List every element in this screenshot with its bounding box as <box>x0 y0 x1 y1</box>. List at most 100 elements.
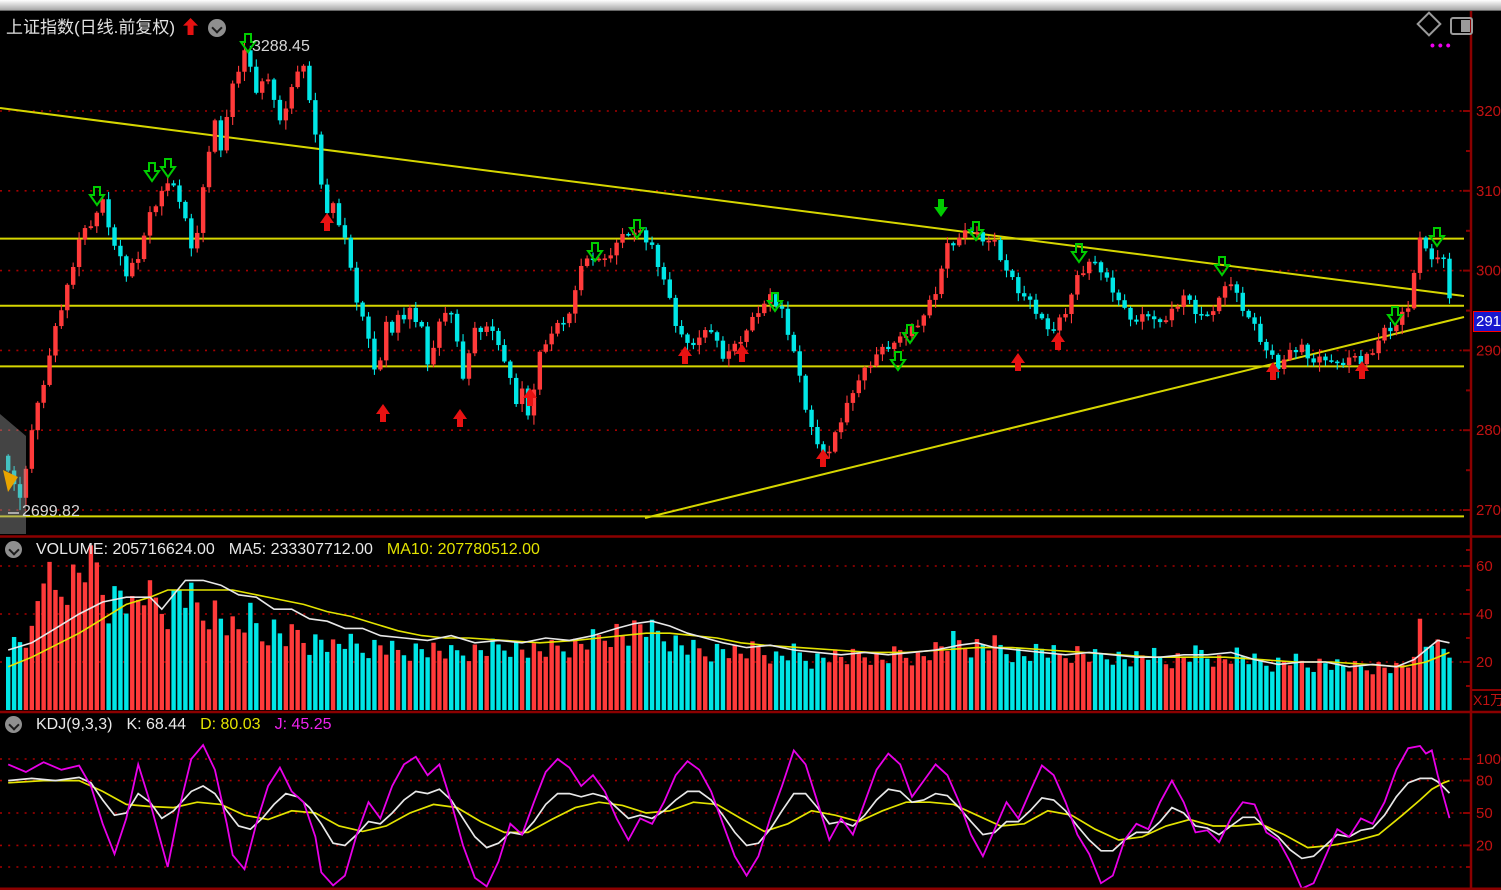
candle-body <box>454 313 460 342</box>
candle-body <box>791 334 797 352</box>
volume-bar <box>189 582 194 710</box>
kdj-d-line <box>8 779 1450 849</box>
candle-body <box>17 484 23 498</box>
volume-bar <box>945 651 950 710</box>
volume-bar <box>974 639 980 710</box>
volume-bar <box>915 652 921 710</box>
candle-body <box>431 347 436 365</box>
volume-bar <box>892 646 897 710</box>
candle-body <box>1323 356 1328 361</box>
volume-bar <box>11 636 17 710</box>
candle-body <box>1199 314 1204 316</box>
moving-average-layer <box>7 579 1450 668</box>
sell-arrow-icon <box>88 186 106 207</box>
candle-body <box>738 341 743 344</box>
price-axis-label: 3200 <box>1476 103 1501 120</box>
candle-body <box>933 294 938 300</box>
volume-bar <box>100 594 105 710</box>
volume-ma5-line <box>7 579 1450 668</box>
candle-body <box>389 321 395 333</box>
volume-bar <box>1346 671 1352 710</box>
diamond-icon[interactable] <box>1416 11 1442 37</box>
volume-bar <box>147 580 153 710</box>
side-panel-icon[interactable] <box>1450 17 1473 35</box>
volume-bar <box>1370 674 1375 710</box>
volume-bar <box>1311 671 1316 710</box>
volume-bar <box>1305 667 1310 710</box>
candle-body <box>112 227 117 246</box>
volume-bar <box>200 620 206 710</box>
candle-body <box>1400 311 1405 325</box>
volume-bar <box>1376 662 1381 710</box>
volume-bar <box>466 661 472 710</box>
candle-body <box>1429 248 1434 260</box>
volume-bar <box>1069 662 1074 710</box>
candle-body <box>195 232 200 249</box>
price-axis-label: 2700 <box>1476 502 1501 519</box>
candle-body <box>655 244 661 268</box>
candle-body <box>951 243 956 246</box>
volume-bar <box>543 656 548 710</box>
candle-body <box>762 303 767 314</box>
candle-body <box>76 239 82 268</box>
volume-bar <box>206 629 212 710</box>
volume-bar <box>1323 663 1328 710</box>
candle-body <box>1270 350 1275 355</box>
volume-bar <box>1169 668 1175 710</box>
volume-bar <box>496 644 501 710</box>
drawing-tool-overlay <box>0 414 26 534</box>
candle-body <box>348 237 354 268</box>
volume-bar <box>1199 649 1204 710</box>
candle-body <box>797 351 802 376</box>
volume-bar <box>490 638 495 710</box>
toolbar-icons: ••• <box>1416 11 1473 53</box>
candle-body <box>94 212 100 227</box>
candle-body <box>945 243 950 269</box>
candle-body <box>1358 355 1364 365</box>
candle-body <box>868 365 873 368</box>
candle-body <box>265 79 271 82</box>
volume-bar <box>1447 657 1452 710</box>
candle-body <box>6 455 11 471</box>
volume-bar <box>584 649 590 710</box>
volume-bar <box>514 641 519 710</box>
volume-bar <box>525 657 531 710</box>
sell-arrow-icon <box>889 351 907 372</box>
volume-bar <box>265 645 271 710</box>
volume-bar <box>1211 666 1216 710</box>
candle-body <box>1234 284 1240 293</box>
volume-bar <box>224 635 229 710</box>
candle-body <box>277 99 283 121</box>
volume-bar <box>897 649 903 710</box>
sell-arrow-icon <box>1070 243 1088 264</box>
volume-pane-header: VOLUME: 205716624.00 MA5: 233307712.00 MA1… <box>5 541 554 559</box>
volume-bar <box>23 647 29 710</box>
volume-bar <box>886 663 891 710</box>
volume-bar <box>708 661 714 710</box>
price-axis-layer: 3200 3100 3000 2900 2800 2700 60 40 20 X1万 100 80 50… <box>0 11 1501 890</box>
volume-bar <box>980 644 986 710</box>
candle-body <box>1293 350 1299 353</box>
volume-bar <box>118 590 123 710</box>
candle-body <box>809 409 814 428</box>
volume-bar <box>70 564 76 710</box>
more-dots-icon[interactable]: ••• <box>1430 37 1454 53</box>
volume-bar <box>218 618 224 710</box>
volume-bar <box>94 562 100 710</box>
volume-bar <box>1151 647 1157 710</box>
collapse-main-icon[interactable] <box>207 19 226 37</box>
candle-body <box>915 325 921 328</box>
high-price-label: 3288.45 <box>252 38 310 55</box>
volume-bar <box>1051 645 1056 710</box>
collapse-kdj-icon[interactable] <box>5 716 22 733</box>
candle-body <box>478 327 483 332</box>
candle-body <box>815 427 820 445</box>
volume-bar <box>649 619 655 710</box>
collapse-volume-icon[interactable] <box>5 541 22 558</box>
candle-body <box>1027 296 1033 300</box>
volume-bar <box>1027 660 1033 710</box>
volume-axis-label: 20 <box>1476 654 1493 671</box>
candle-body <box>330 203 336 213</box>
volume-bar <box>1287 665 1293 710</box>
